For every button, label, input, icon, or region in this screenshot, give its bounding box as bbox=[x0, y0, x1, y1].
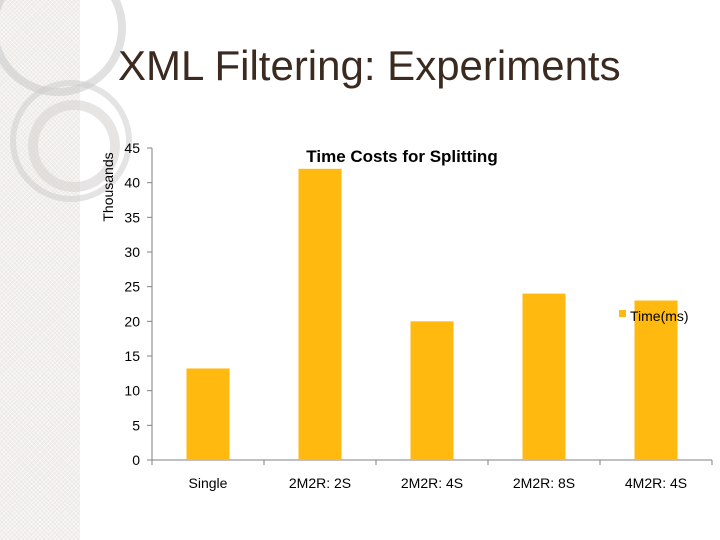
y-tick-label: 20 bbox=[124, 313, 140, 329]
x-tick-label: 2M2R: 2S bbox=[289, 475, 351, 491]
y-tick-label: 10 bbox=[124, 383, 140, 399]
y-axis-title: Thousands bbox=[100, 152, 116, 221]
slide-decoration-strip bbox=[0, 0, 132, 540]
bar bbox=[634, 300, 678, 460]
bar bbox=[522, 293, 566, 460]
y-tick-label: 45 bbox=[124, 140, 140, 156]
legend-label: Time(ms) bbox=[630, 308, 689, 324]
y-tick-label: 30 bbox=[124, 244, 140, 260]
x-tick-label: 4M2R: 4S bbox=[625, 475, 687, 491]
x-tick-label: 2M2R: 8S bbox=[513, 475, 575, 491]
y-tick-label: 15 bbox=[124, 348, 140, 364]
y-tick-label: 5 bbox=[132, 417, 140, 433]
bar bbox=[298, 168, 342, 461]
x-tick-label: Single bbox=[189, 475, 228, 491]
legend-swatch bbox=[619, 310, 626, 317]
slide-title: XML Filtering: Experiments bbox=[118, 42, 621, 89]
plot-area: 0 5 10 15 20 25 30 35 40 45 Single 2M2R: 2S 2M2R: 4S… bbox=[124, 140, 713, 491]
y-tick-label: 35 bbox=[124, 209, 140, 225]
chart-title: Time Costs for Splitting bbox=[306, 147, 497, 166]
bar bbox=[186, 368, 230, 460]
y-tick-label: 25 bbox=[124, 279, 140, 295]
bar bbox=[410, 321, 454, 460]
y-tick-label: 40 bbox=[124, 175, 140, 191]
y-tick-label: 0 bbox=[132, 452, 140, 468]
x-tick-label: 2M2R: 4S bbox=[401, 475, 463, 491]
decorative-ring bbox=[10, 80, 132, 202]
decorative-ring bbox=[28, 100, 120, 192]
